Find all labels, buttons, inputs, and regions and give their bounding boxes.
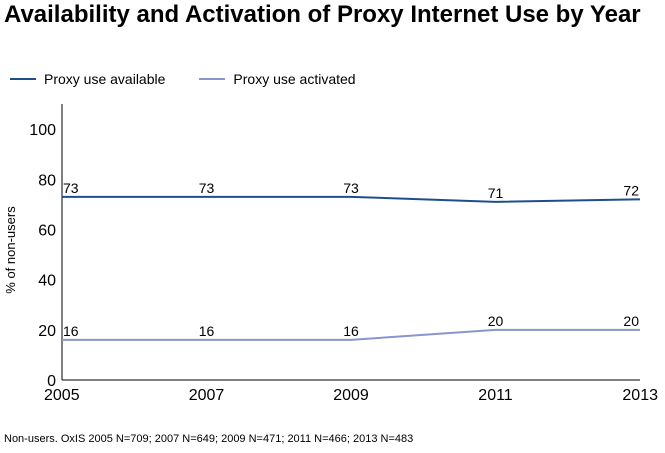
data-label: 16	[63, 323, 79, 339]
series-lines	[62, 195, 641, 341]
legend: Proxy use available Proxy use activated	[10, 70, 390, 88]
y-axis-title: % of non-users	[3, 206, 18, 294]
legend-item-activated: Proxy use activated	[199, 71, 356, 87]
data-label: 16	[343, 323, 359, 339]
footnote: Non-users. OxIS 2005 N=709; 2007 N=649; …	[4, 433, 414, 445]
data-label: 20	[488, 313, 504, 329]
data-label: 73	[63, 180, 79, 196]
y-tick-labels: 0 20 40 60 80 100	[29, 122, 56, 390]
y-tick-label: 0	[47, 373, 56, 390]
x-tick-labels: 2005 2007 2009 2011 2013	[44, 387, 658, 404]
series-line-activated	[62, 328, 640, 341]
data-labels: 73 73 73 71 72 16 16 16 20 20	[63, 180, 639, 339]
data-label: 71	[488, 185, 504, 201]
series-line-available	[62, 195, 641, 203]
x-tick-label: 2005	[44, 387, 80, 404]
y-tick-label: 80	[38, 172, 56, 189]
x-tick-label: 2007	[189, 387, 225, 404]
data-label: 16	[199, 323, 215, 339]
data-label: 72	[623, 182, 639, 198]
y-tick-label: 60	[38, 222, 56, 239]
y-tick-label: 40	[38, 273, 56, 290]
chart-title: Availability and Activation of Proxy Int…	[4, 1, 641, 28]
data-label: 20	[623, 313, 639, 329]
legend-swatch-activated	[199, 78, 226, 80]
legend-swatch-available	[10, 78, 36, 80]
data-label: 73	[199, 180, 215, 196]
legend-label-activated: Proxy use activated	[233, 71, 356, 87]
x-tick-label: 2013	[622, 387, 658, 404]
legend-label-available: Proxy use available	[44, 71, 166, 87]
y-tick-label: 20	[38, 323, 56, 340]
x-tick-label: 2011	[478, 387, 513, 404]
y-tick-label: 100	[29, 122, 56, 139]
legend-item-available: Proxy use available	[10, 71, 165, 87]
x-tick-label: 2009	[333, 387, 369, 404]
data-label: 73	[343, 180, 359, 196]
